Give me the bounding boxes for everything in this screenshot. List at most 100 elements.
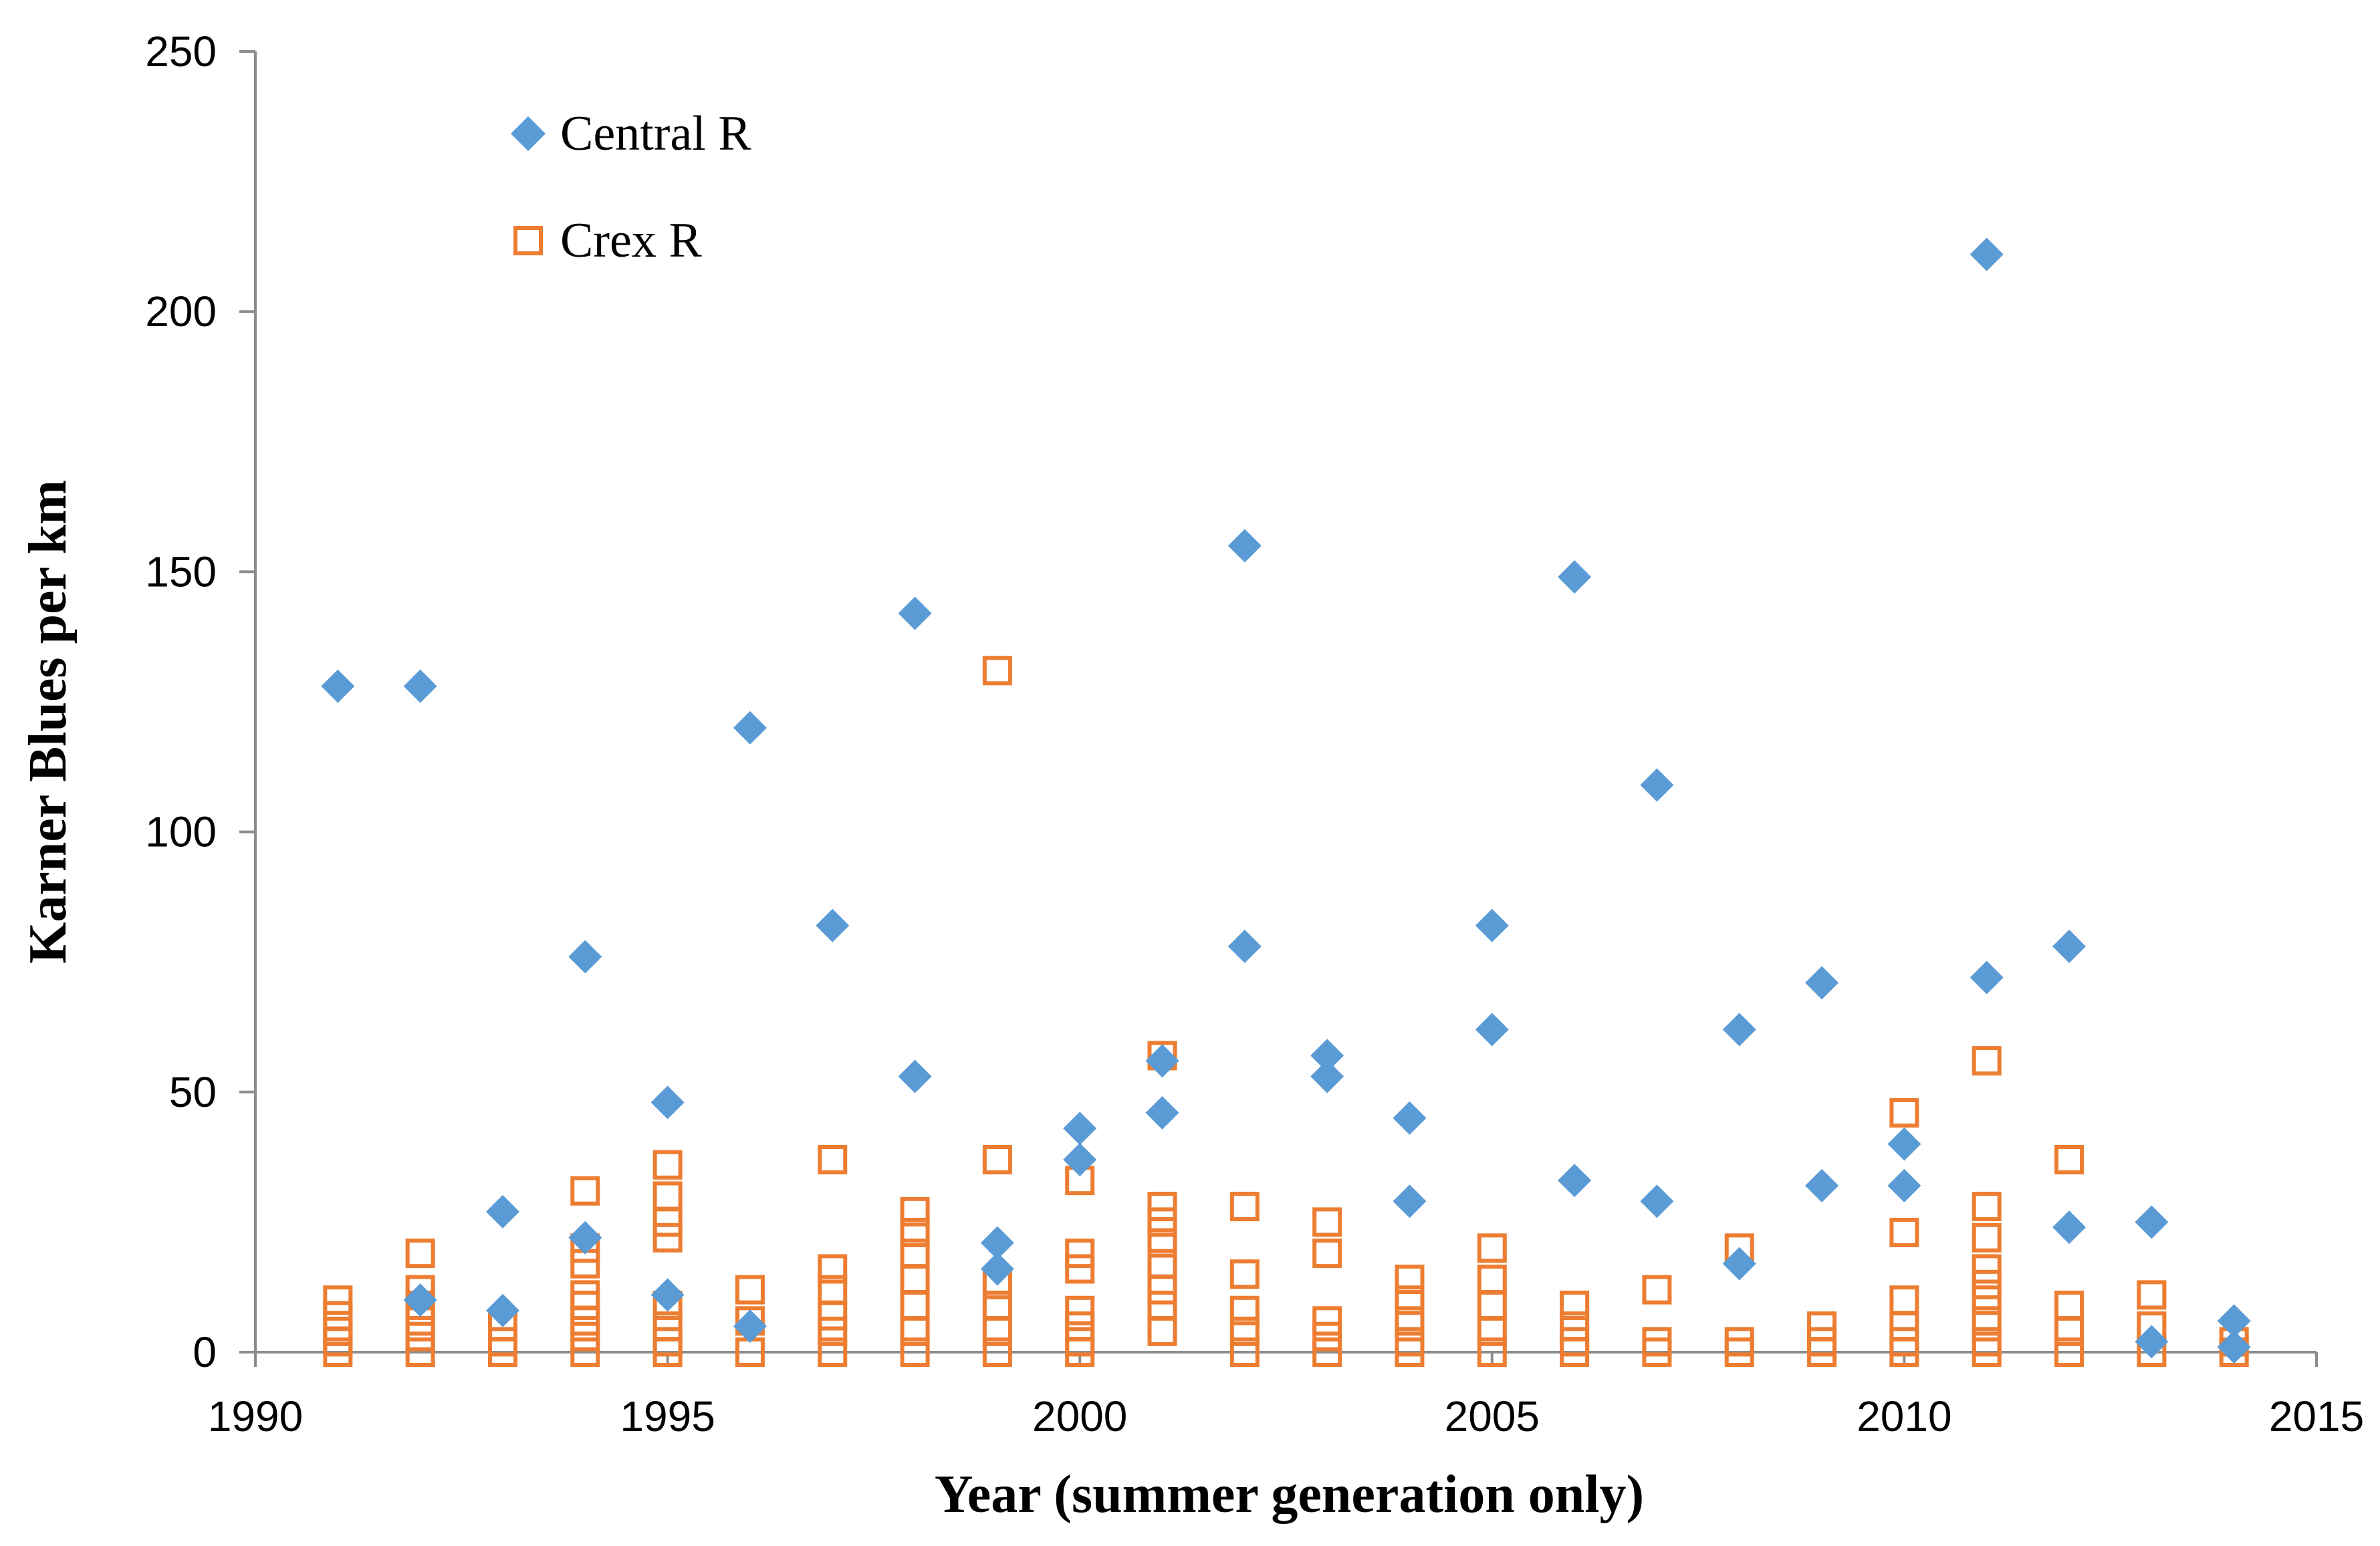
central-r-point	[1805, 966, 1839, 1000]
crex-r-point	[1147, 1228, 1177, 1258]
crex-r-point	[1889, 1285, 1919, 1315]
crex-r-point	[982, 656, 1012, 686]
tick-marks	[239, 50, 2318, 1367]
crex-r-point	[1065, 1239, 1095, 1269]
crex-r-point	[1972, 1285, 2002, 1315]
crex-r-point	[818, 1316, 848, 1346]
crex-r-point	[818, 1144, 848, 1174]
y-tick-label: 250	[145, 27, 217, 76]
data-points	[321, 237, 2251, 1367]
central-r-point	[1393, 1101, 1427, 1135]
crex-r-point	[818, 1254, 848, 1284]
crex-r-point	[1312, 1239, 1342, 1269]
crex-r-point	[900, 1316, 930, 1346]
crex-r-point	[982, 1316, 1012, 1346]
crex-r-point	[900, 1290, 930, 1320]
crex-r-point	[1229, 1316, 1260, 1346]
crex-r-point	[2054, 1144, 2085, 1174]
crex-r-point	[652, 1337, 683, 1367]
central-r-point	[1227, 529, 1262, 563]
crex-r-point	[818, 1301, 848, 1331]
central-r-point	[1805, 1168, 1839, 1202]
crex-r-point	[1642, 1275, 1672, 1305]
central-r-point	[980, 1252, 1014, 1286]
crex-r-point	[652, 1181, 683, 1211]
crex-r-point	[1312, 1321, 1342, 1351]
tick-labels: 0 50 100 150 200 250 1990 1995 2000 2005 2010 2015	[145, 27, 2364, 1440]
crex-r-point	[1889, 1217, 1919, 1247]
x-tick-label: 1995	[620, 1392, 715, 1440]
central-r-point	[2135, 1325, 2169, 1359]
x-tick-label: 1990	[208, 1392, 303, 1440]
crex-r-point	[1972, 1306, 2002, 1336]
central-r-point	[1558, 560, 1592, 594]
crex-r-point	[1477, 1265, 1507, 1295]
y-axis-title: Karner Blues per km	[19, 480, 78, 964]
central-r-point	[1393, 1184, 1427, 1218]
crex-r-point	[2137, 1280, 2167, 1310]
crex-r-point	[982, 1144, 1012, 1174]
crex-r-point	[2054, 1316, 2085, 1346]
crex-r-point	[982, 1290, 1012, 1320]
legend-item-crex-r: Crex R	[513, 213, 702, 268]
central-r-point	[733, 711, 767, 745]
crex-r-point	[652, 1222, 683, 1253]
crex-r-point	[1972, 1192, 2002, 1222]
crex-r-point	[323, 1337, 353, 1367]
crex-r-point	[652, 1207, 683, 1237]
central-r-point	[321, 669, 355, 703]
central-r-point	[733, 1309, 767, 1343]
crex-r-point	[1312, 1207, 1342, 1237]
central-r-point	[1063, 1142, 1097, 1176]
crex-r-point	[1395, 1337, 1425, 1367]
y-tick-label: 50	[169, 1068, 217, 1116]
crex-r-point	[1972, 1269, 2002, 1299]
crex-r-point	[1477, 1337, 1507, 1367]
central-r-point	[485, 1194, 519, 1229]
crex-r-point	[405, 1337, 435, 1367]
central-r-point	[650, 1085, 685, 1120]
crex-r-point	[2054, 1290, 2085, 1320]
central-r-point	[898, 596, 932, 630]
central-r-point	[1640, 1184, 1674, 1218]
crex-r-point	[323, 1285, 353, 1315]
crex-r-point	[900, 1265, 930, 1295]
crex-r-point	[1312, 1337, 1342, 1367]
legend-marker-central-r	[511, 116, 546, 151]
crex-r-point	[1477, 1290, 1507, 1320]
crex-r-point	[1065, 1254, 1095, 1284]
central-r-point	[1475, 908, 1509, 942]
central-r-point	[2052, 929, 2087, 963]
crex-r-point	[1229, 1192, 1260, 1222]
crex-r-point	[1477, 1233, 1507, 1263]
crex-r-point	[1147, 1316, 1177, 1346]
crex-r-point	[1477, 1316, 1507, 1346]
central-r-point	[1227, 929, 1262, 963]
crex-r-point	[900, 1337, 930, 1367]
central-r-point	[1640, 768, 1674, 802]
crex-r-point	[1229, 1337, 1260, 1367]
central-r-point	[1145, 1044, 1179, 1078]
crex-r-point	[1807, 1337, 1837, 1367]
crex-r-point	[818, 1275, 848, 1305]
crex-r-point	[900, 1196, 930, 1227]
crex-r-point	[1560, 1290, 1590, 1320]
crex-r-point	[818, 1337, 848, 1367]
x-tick-label: 2015	[2269, 1392, 2364, 1440]
x-tick-label: 2000	[1032, 1392, 1127, 1440]
crex-r-point	[1395, 1285, 1425, 1315]
crex-r-point	[570, 1176, 600, 1206]
legend-label-central-r: Central R	[560, 106, 751, 161]
legend-marker-crex-r	[513, 226, 543, 255]
central-r-point	[403, 669, 437, 703]
crex-r-point	[1147, 1249, 1177, 1279]
crex-r-point	[570, 1306, 600, 1336]
crex-r-point	[900, 1239, 930, 1269]
central-r-point	[403, 1283, 437, 1317]
central-r-point	[2052, 1210, 2087, 1245]
crex-r-point	[1395, 1265, 1425, 1295]
crex-r-point	[405, 1321, 435, 1351]
crex-r-point	[1560, 1337, 1590, 1367]
crex-r-point	[1972, 1046, 2002, 1076]
crex-r-point	[735, 1275, 765, 1305]
